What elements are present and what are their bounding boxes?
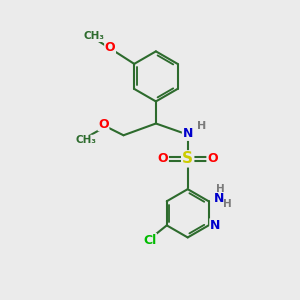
Text: O: O xyxy=(158,152,168,165)
Text: H: H xyxy=(216,184,225,194)
Text: S: S xyxy=(182,151,193,166)
Text: N: N xyxy=(210,219,220,232)
Text: O: O xyxy=(98,118,109,130)
Text: Cl: Cl xyxy=(143,234,156,247)
Text: H: H xyxy=(224,199,232,209)
Text: H: H xyxy=(197,121,206,130)
Text: O: O xyxy=(105,40,116,54)
Text: N: N xyxy=(182,127,193,140)
Text: O: O xyxy=(207,152,218,165)
Text: CH₃: CH₃ xyxy=(76,135,97,145)
Text: CH₃: CH₃ xyxy=(83,32,104,41)
Text: N: N xyxy=(214,192,224,205)
